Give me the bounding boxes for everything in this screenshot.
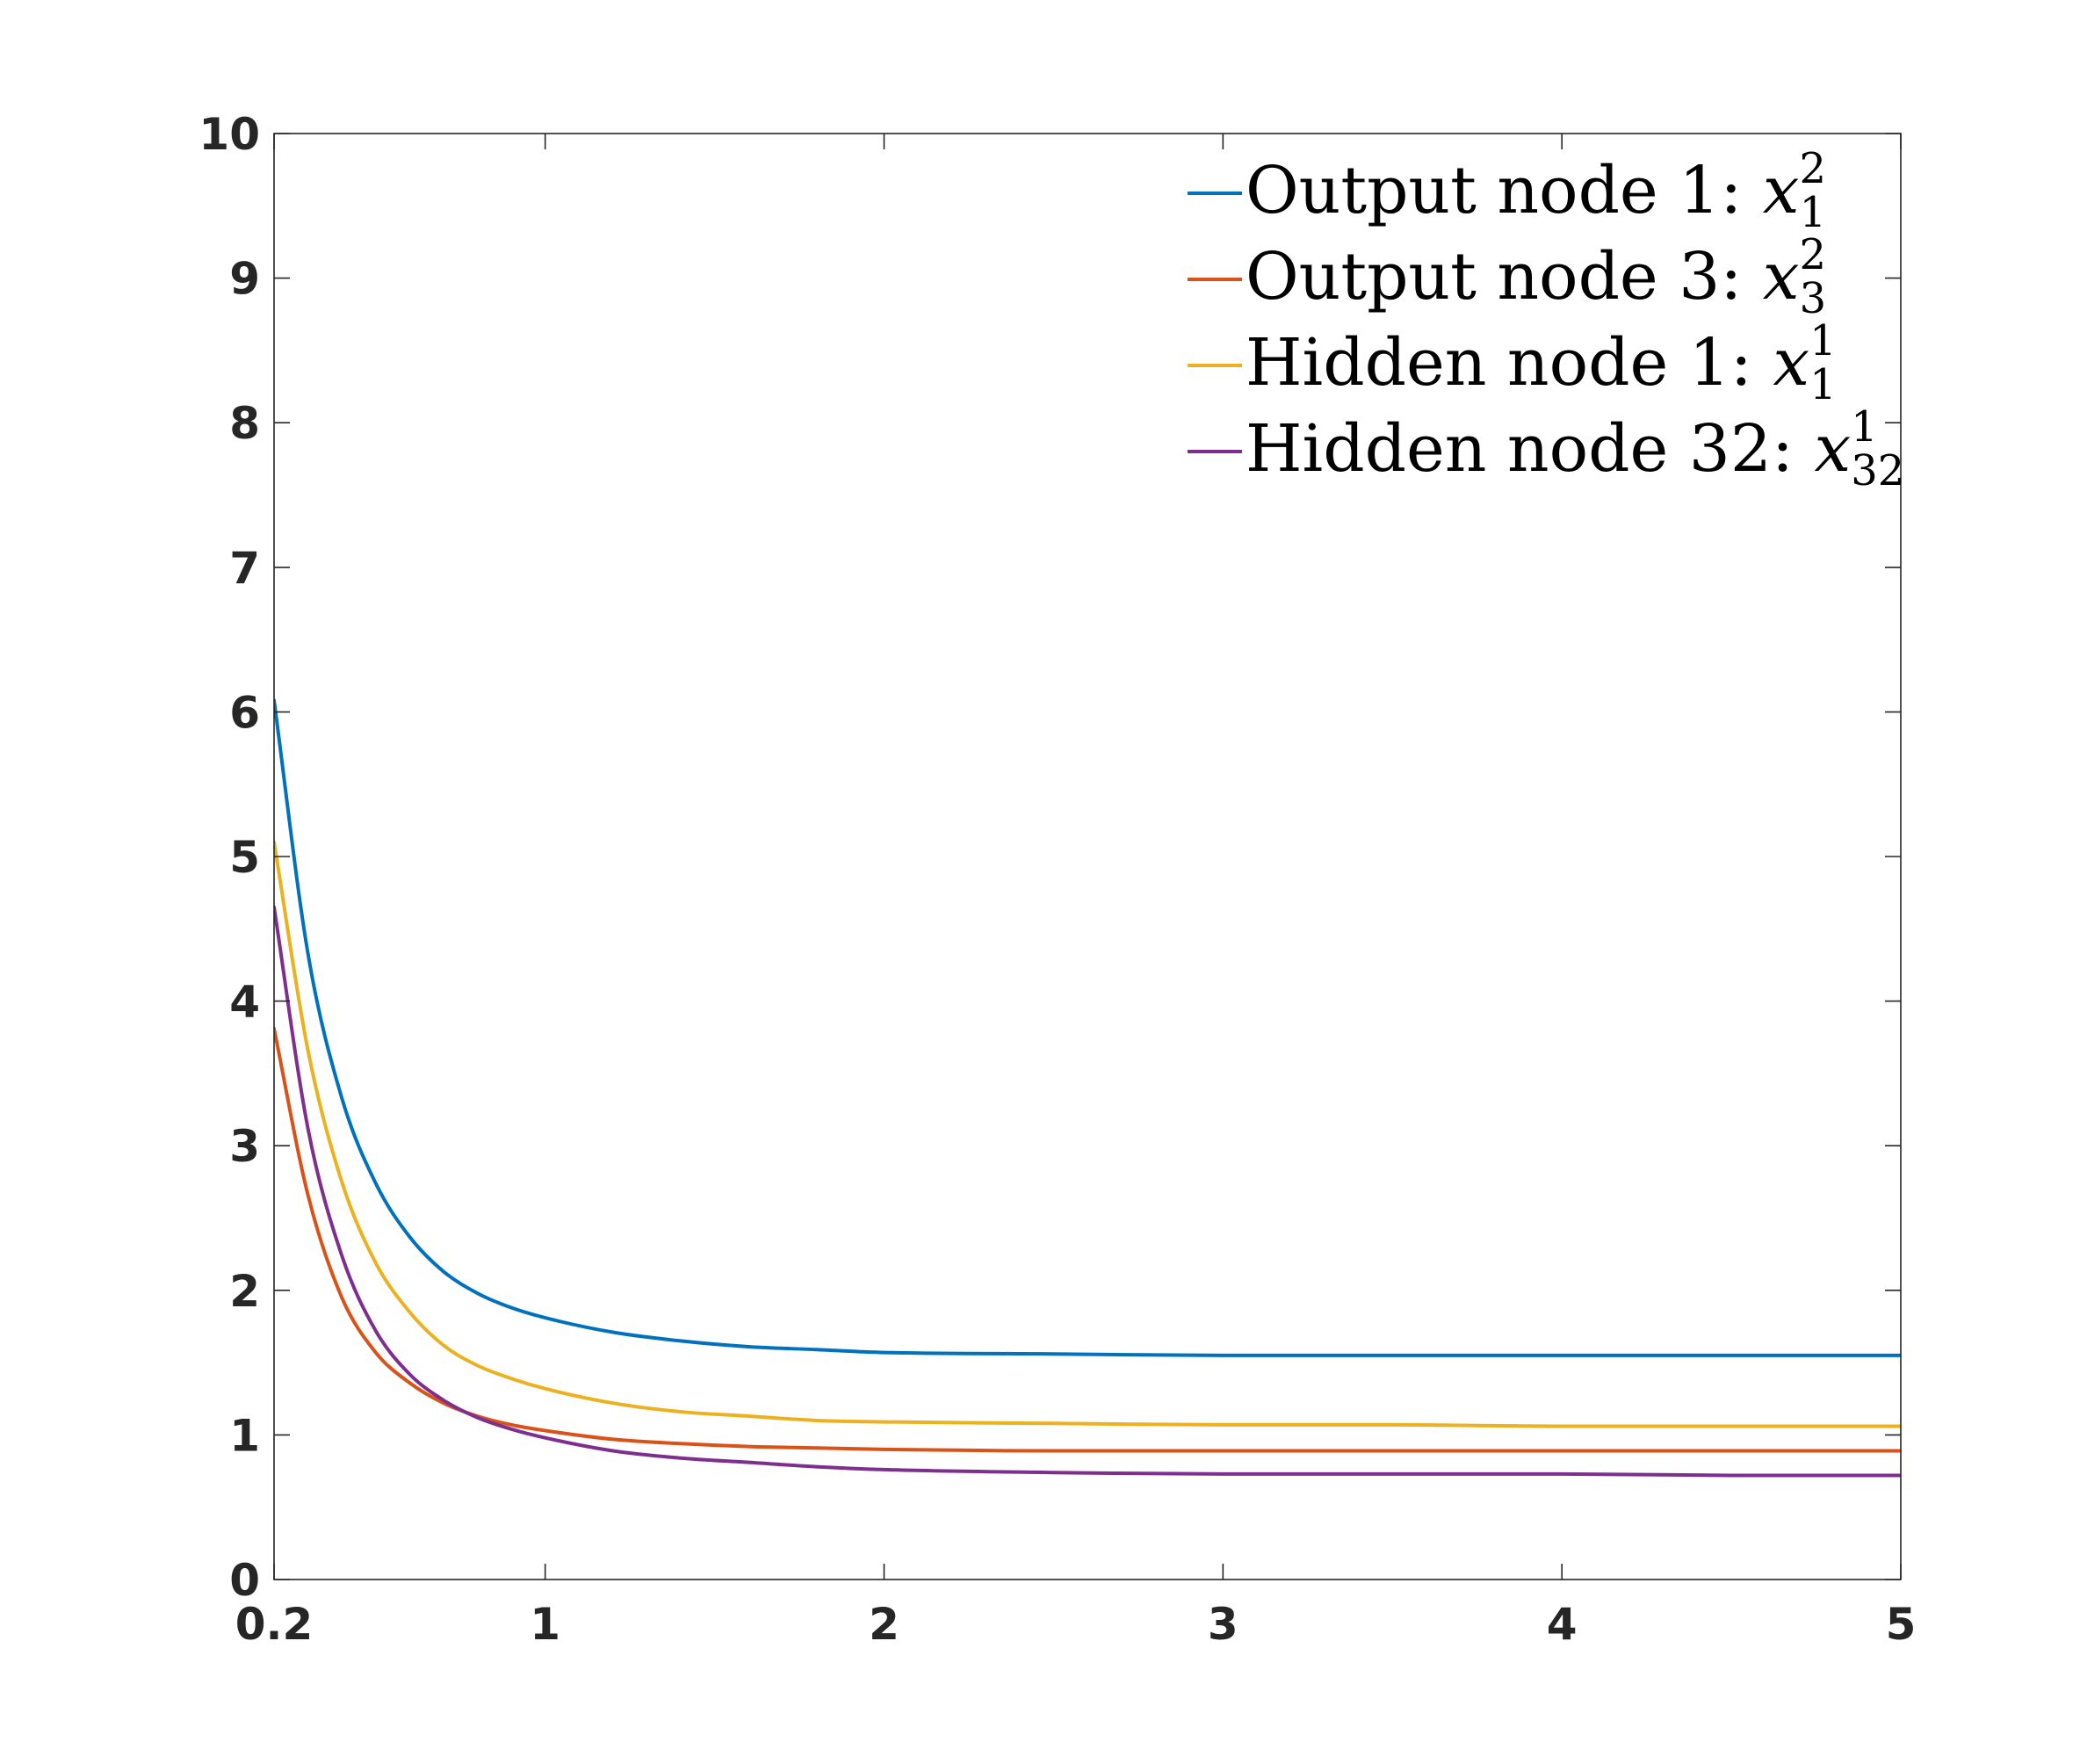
legend-math-sup: 2: [1800, 230, 1827, 279]
plot-area: [274, 698, 1901, 1478]
legend-label: Hidden node 1:: [1246, 325, 1773, 401]
legend-math-sub: 1: [1800, 188, 1827, 237]
x-tick-label: 2: [869, 1599, 899, 1650]
y-tick-label: 3: [229, 1121, 260, 1172]
legend-entry-4: Hidden node 32: x1 32: [1246, 402, 1904, 495]
y-tick-label: 2: [229, 1266, 260, 1317]
legend-math-sub: 3: [1800, 274, 1827, 323]
y-tick-label: 5: [229, 832, 260, 883]
series-line-2: [274, 1026, 1901, 1453]
y-tick-label: 4: [229, 977, 260, 1028]
legend-label: Hidden node 32:: [1246, 411, 1814, 487]
legend-label: Output node 3:: [1246, 239, 1763, 314]
x-tick-label: 4: [1547, 1599, 1578, 1650]
series-line-4: [274, 905, 1901, 1478]
x-tick-label: 0.2: [235, 1599, 314, 1650]
x-tick-label: 5: [1886, 1599, 1917, 1650]
legend-math-base: x: [1773, 325, 1809, 401]
legend-math-base: x: [1763, 239, 1800, 314]
y-tick-label: 10: [199, 109, 260, 160]
legend-math-sup: 1: [1851, 402, 1878, 452]
legend-math-sub: 1: [1809, 360, 1837, 409]
x-tick-label: 3: [1208, 1599, 1238, 1650]
y-tick-label: 1: [229, 1410, 260, 1461]
legend-math-sub: 32: [1851, 446, 1904, 495]
y-tick-label: 0: [229, 1555, 260, 1606]
y-tick-label: 7: [229, 543, 260, 594]
legend-entry-2: Output node 3: x2 3: [1246, 230, 1826, 323]
legend-entry-1: Output node 1: x2 1: [1246, 144, 1826, 237]
legend-math-sup: 2: [1800, 144, 1827, 193]
y-tick-label: 8: [229, 398, 260, 449]
legend-math-sup: 1: [1809, 316, 1837, 365]
legend-entry-3: Hidden node 1: x1 1: [1246, 316, 1837, 409]
legend-math-base: x: [1814, 411, 1851, 487]
y-tick-label: 9: [229, 254, 260, 305]
y-tick-label: 6: [229, 687, 260, 738]
legend-math-base: x: [1763, 153, 1800, 228]
series-line-1: [274, 698, 1901, 1357]
x-tick-label: 1: [530, 1599, 560, 1650]
series-line-3: [274, 840, 1901, 1428]
legend-label: Output node 1:: [1246, 153, 1763, 228]
